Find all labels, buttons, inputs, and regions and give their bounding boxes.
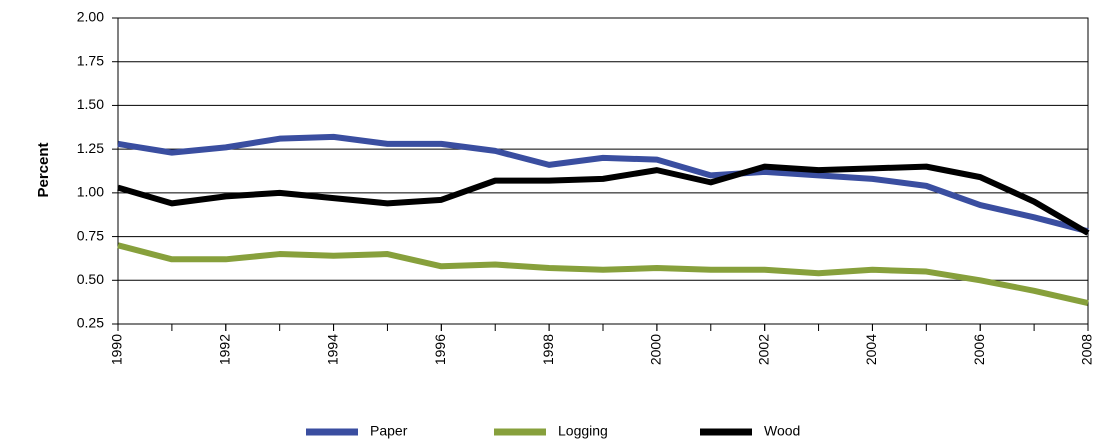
x-tick-label: 2000 [648, 334, 664, 365]
y-tick-label: 1.00 [77, 184, 104, 200]
x-tick-label: 1990 [109, 334, 125, 365]
x-tick-label: 2002 [755, 334, 771, 365]
x-tick-label: 1996 [432, 334, 448, 365]
y-tick-label: 1.25 [77, 140, 104, 156]
x-tick-label: 1998 [540, 334, 556, 365]
x-tick-label: 2004 [863, 334, 879, 365]
line-series [117, 133, 1089, 235]
x-tick-label: 2008 [1079, 334, 1095, 365]
y-tick-label: 1.50 [77, 96, 104, 112]
x-tick-label: 1994 [324, 334, 340, 365]
line-series [117, 242, 1089, 306]
legend-label: Wood [764, 423, 800, 439]
y-tick-label: 0.25 [77, 315, 104, 331]
x-tick-label: 2006 [971, 334, 987, 365]
y-tick-label: 2.00 [77, 9, 104, 25]
y-tick-label: 1.75 [77, 52, 104, 68]
y-tick-label: 0.50 [77, 271, 104, 287]
y-tick-label: 0.75 [77, 227, 104, 243]
y-axis-label: Percent [35, 142, 52, 197]
line-series [117, 163, 1090, 236]
legend-label: Logging [558, 423, 608, 439]
legend-label: Paper [370, 423, 408, 439]
x-tick-label: 1992 [216, 334, 232, 365]
